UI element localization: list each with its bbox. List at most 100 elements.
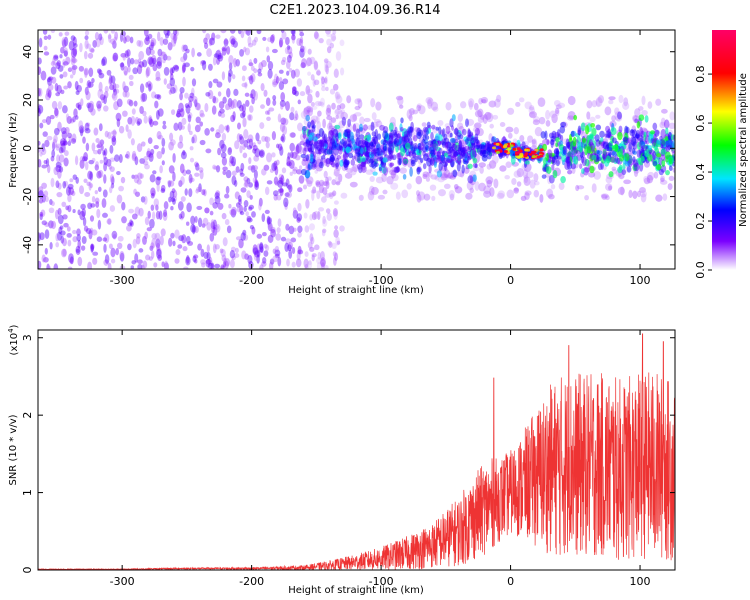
spectrogram-cell (316, 261, 322, 269)
spectrogram-cell (617, 186, 625, 195)
spectrogram-cell (335, 181, 341, 186)
spectrogram-cell (49, 241, 53, 250)
spectrogram-cell (196, 205, 203, 210)
spectrogram-cell (198, 167, 204, 173)
spectrogram-cell (643, 134, 647, 141)
spectrogram-cell (271, 131, 276, 141)
spectrogram-cell (285, 238, 291, 245)
spectrogram-cell (447, 172, 454, 179)
spectrogram-cell (634, 133, 640, 139)
spectrogram-cell (180, 56, 186, 63)
spectrogram-cell (329, 192, 334, 200)
spectrogram-cell (288, 225, 295, 235)
spectrogram-cell (101, 198, 107, 209)
spectrogram-cell (516, 181, 522, 187)
spectrogram-cell (55, 62, 61, 70)
spectrogram-cell (50, 66, 57, 75)
spectrogram-cell (201, 60, 207, 71)
spectrogram-cell (210, 221, 216, 229)
snr-x-tick-label: -100 (369, 575, 394, 588)
spectrogram-cell (44, 222, 50, 227)
colorbar-tick-label: 0.8 (694, 65, 707, 83)
spectrogram-cell (417, 191, 426, 201)
spectrogram-cell (156, 176, 162, 181)
spectrogram-cell (214, 195, 221, 205)
spectrogram-cell (156, 56, 162, 67)
spectrogram-cell (150, 187, 156, 196)
spectrogram-cell (148, 256, 153, 261)
spectrogram-cell (184, 92, 189, 99)
spectrogram-cell (127, 65, 131, 73)
spectrogram-cell (134, 191, 141, 197)
spectrogram-cell (251, 226, 256, 235)
spectrogram-cell (379, 124, 386, 131)
spectrogram-cell (301, 125, 308, 132)
spectrogram-cell (133, 174, 140, 184)
spectrogram-cell (54, 127, 60, 136)
spectrogram-cell (144, 231, 148, 240)
spectrogram-cell (195, 116, 201, 124)
spectrogram-cell (46, 265, 52, 269)
spectrogram-cell (162, 58, 166, 64)
spectrogram-cell (449, 118, 454, 128)
spectrogram-cell (239, 172, 245, 177)
spectrogram-cell (182, 76, 186, 87)
spectrogram-cell (39, 213, 43, 221)
spectrogram-cell (489, 187, 495, 197)
spectrogram-cell (322, 118, 326, 129)
spectrogram-cell (600, 193, 609, 199)
spectrogram-cell (300, 62, 306, 69)
spectrogram-cell (210, 219, 215, 227)
spectrogram-cell (325, 86, 329, 92)
spectrogram-cell (321, 155, 326, 160)
spectrogram-cell (112, 52, 119, 62)
spectrogram-cell (222, 170, 227, 176)
spectrogram-cell (307, 121, 312, 128)
spectrogram-cell (57, 169, 62, 179)
spectrogram-cell (43, 190, 49, 198)
spectrogram-cell (297, 231, 302, 238)
spectrogram-cell (60, 143, 66, 153)
spectrogram-cell (340, 67, 345, 76)
spectrogram-cell (388, 152, 393, 162)
spectrogram-cell (281, 167, 287, 174)
spectrogram-cell (52, 138, 58, 149)
spectrogram-cell (322, 215, 326, 225)
spectrogram-cell (58, 166, 64, 173)
spectrogram-cell (486, 179, 493, 188)
spectrogram-cell (247, 254, 253, 265)
spectrogram-cell (464, 138, 469, 145)
spectrogram-cell (392, 129, 397, 136)
spectrogram-cells (38, 30, 675, 269)
spectrogram-cell (141, 264, 145, 269)
spectrogram-cell (326, 148, 331, 155)
spectrogram-cell (69, 178, 74, 183)
spectrogram-cell (555, 109, 560, 117)
spectrogram-cell (118, 125, 125, 134)
spectrogram-cell (555, 104, 562, 110)
spectrogram-cell (529, 105, 535, 111)
spectrogram-cell (297, 146, 304, 155)
spectrogram-cell (69, 256, 74, 265)
spectrogram-cell (187, 122, 191, 133)
spectrogram-cell (243, 206, 247, 212)
spectrogram-cell (38, 186, 44, 197)
spectrogram-cell (252, 244, 258, 254)
spectrogram-cell (143, 115, 148, 124)
spectrogram-cell (618, 174, 625, 179)
spectrogram-cell (59, 74, 64, 79)
spectrogram-cell (454, 127, 459, 136)
spectrogram-cell (474, 163, 478, 169)
spectrogram-cell (290, 237, 297, 243)
spectrogram-cell (310, 163, 317, 170)
spectrogram-cell (323, 170, 328, 179)
spectrogram-cell (135, 236, 141, 245)
spectrogram-cell (472, 127, 480, 132)
spectrogram-cell (661, 108, 668, 114)
spectrogram-cell (379, 156, 383, 162)
spectrogram-cell (553, 99, 561, 107)
spectrogram-cell (593, 147, 597, 156)
spectrogram-cell (84, 30, 90, 36)
spectrogram-cell (421, 122, 427, 127)
spectrogram-cell (67, 183, 74, 190)
